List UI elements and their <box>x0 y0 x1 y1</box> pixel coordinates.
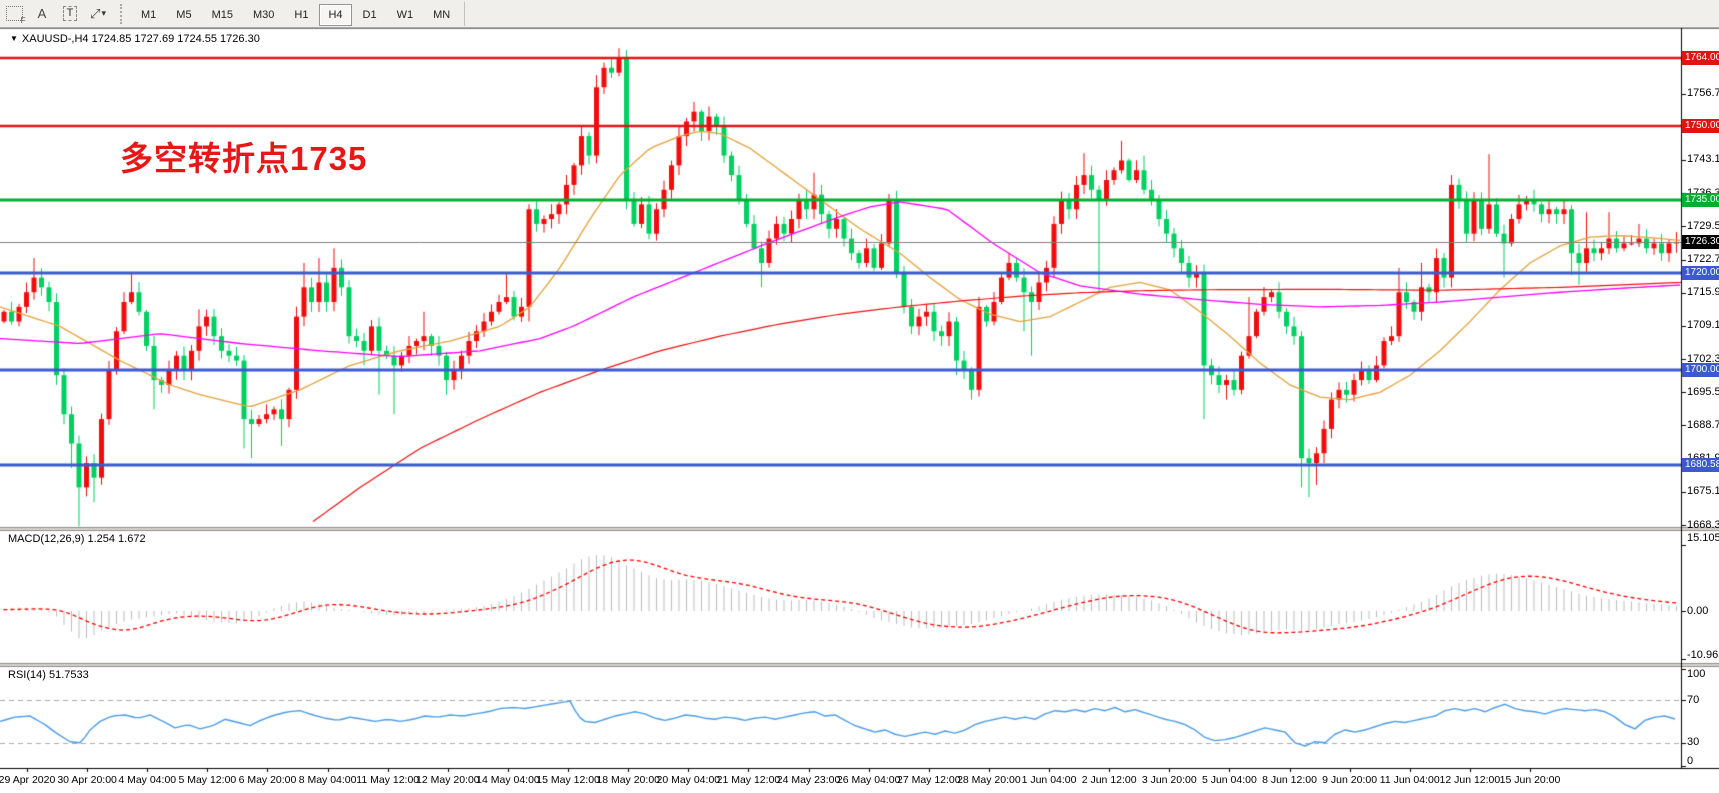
price-tick-label: 1743.10 <box>1687 153 1719 166</box>
time-axis-label: 12 Jun 12:00 <box>1439 774 1501 786</box>
time-axis-label: 5 Jun 04:00 <box>1201 774 1257 786</box>
price-level-badge: 1735.00 <box>1682 192 1719 207</box>
time-axis-label: 11 Jun 04:00 <box>1379 774 1440 786</box>
time-axis-label: 14 May 04:00 <box>476 774 540 786</box>
price-tick-label: 1675.10 <box>1687 485 1719 498</box>
macd-axis-label: 15.105 <box>1687 532 1719 544</box>
time-axis-label: 30 Apr 20:00 <box>57 774 117 786</box>
price-tick-label: 1695.50 <box>1687 385 1719 398</box>
time-axis-label: 18 May 20:00 <box>596 774 661 786</box>
time-axis-label: 12 May 20:00 <box>416 774 480 786</box>
price-level-badge: 1700.00 <box>1682 363 1719 378</box>
price-tick-label: 1729.50 <box>1687 219 1719 232</box>
price-tick-label: 1715.90 <box>1687 286 1719 299</box>
timeframe-button-D1[interactable]: D1 <box>362 8 377 21</box>
time-axis-label: 8 Jun 12:00 <box>1262 774 1317 786</box>
timeframe-button-W1[interactable]: W1 <box>396 8 414 21</box>
timeframe-button-MN[interactable]: MN <box>433 8 451 21</box>
price-tick-label: 1722.70 <box>1687 253 1719 266</box>
time-axis-label: 21 May 12:00 <box>716 774 781 786</box>
rsi-axis-label: 30 <box>1687 736 1700 749</box>
template-grid-icon[interactable] <box>2 3 26 25</box>
price-tick-label: 1709.10 <box>1687 319 1719 332</box>
rsi-axis-label: 0 <box>1687 755 1694 767</box>
time-axis-label: 24 May 23:00 <box>776 774 841 786</box>
time-axis-label: 2 Jun 12:00 <box>1081 774 1137 786</box>
timeframe-button-M30[interactable]: M30 <box>252 8 275 21</box>
rsi-axis-label: 100 <box>1687 668 1706 680</box>
price-tick-label: 1756.70 <box>1687 87 1719 100</box>
chart-annotation: 多空转折点1735 <box>120 140 368 177</box>
time-axis-label: 27 May 12:00 <box>896 774 961 786</box>
toolbar-drag-handle[interactable] <box>120 3 125 24</box>
chart-canvas[interactable] <box>0 28 1719 793</box>
time-axis-label: 1 Jun 04:00 <box>1021 774 1077 786</box>
timeframe-button-M5[interactable]: M5 <box>176 8 192 21</box>
time-axis-label: 29 Apr 2020 <box>0 774 56 786</box>
time-axis-label: 8 May 04:00 <box>298 774 357 786</box>
text-label-a-icon[interactable]: A <box>37 6 47 21</box>
collapse-triangle-icon[interactable]: ▼ <box>10 34 18 43</box>
time-axis-label: 26 May 04:00 <box>836 774 901 786</box>
timeframe-button-H4[interactable]: H4 <box>319 3 352 26</box>
chevron-down-icon: ▾ <box>101 8 106 18</box>
chart-title: ▼ XAUUSD-,H4 1724.85 1727.69 1724.55 1726… <box>10 33 260 45</box>
time-axis-label: 5 May 12:00 <box>178 774 237 786</box>
time-axis-label: 3 Jun 20:00 <box>1141 774 1197 786</box>
time-axis-label: 15 Jun 20:00 <box>1499 774 1561 786</box>
timeframe-button-M15[interactable]: M15 <box>211 8 233 21</box>
price-tick-label: 1702.30 <box>1687 352 1719 365</box>
timeframe-button-M1[interactable]: M1 <box>141 8 157 21</box>
rsi-indicator-label: RSI(14) 51.7533 <box>8 669 89 681</box>
price-level-badge: 1680.58 <box>1682 458 1719 473</box>
price-tick-label: 1668.30 <box>1687 518 1719 531</box>
timeframe-button-group: M1 M5 M15 M30 H1 H4 D1 W1 MN <box>131 3 460 26</box>
price-level-badge: 1764.00 <box>1682 51 1719 65</box>
time-axis-label: 9 Jun 20:00 <box>1322 774 1378 786</box>
time-axis-label: 15 May 12:00 <box>536 774 600 786</box>
time-axis-label: 4 May 04:00 <box>118 774 177 786</box>
rsi-axis-label: 70 <box>1687 693 1700 706</box>
price-level-badge: 1750.00 <box>1682 119 1719 134</box>
macd-axis-label: 0.00 <box>1687 604 1709 617</box>
toolbar-separator <box>464 1 466 26</box>
text-box-icon[interactable]: T <box>58 3 82 25</box>
time-axis-label: 28 May 20:00 <box>957 774 1021 786</box>
arrows-icon[interactable]: ⤢ ▾ <box>90 5 106 21</box>
toolbar: A T ⤢▾ M1 M5 M15 M30 H1 H4 D1 W1 MN <box>0 0 1719 28</box>
text-box-glyph: T <box>62 6 78 21</box>
timeframe-button-H1[interactable]: H1 <box>294 8 309 21</box>
macd-axis-label: -10.963 <box>1687 649 1719 661</box>
chart-title-text: XAUUSD-,H4 1724.85 1727.69 1724.55 1726.… <box>21 33 260 45</box>
macd-indicator-label: MACD(12,26,9) 1.254 1.672 <box>8 533 146 545</box>
time-axis-label: 6 May 20:00 <box>238 774 297 786</box>
time-axis-label: 20 May 04:00 <box>656 774 721 786</box>
time-axis-label: 11 May 12:00 <box>356 774 420 786</box>
chart-area: ▼ XAUUSD-,H4 1724.85 1727.69 1724.55 1726… <box>0 28 1719 793</box>
price-tick-label: 1688.70 <box>1687 418 1719 431</box>
price-level-badge: 1720.00 <box>1682 265 1719 280</box>
price-level-badge: 1726.30 <box>1682 234 1719 249</box>
